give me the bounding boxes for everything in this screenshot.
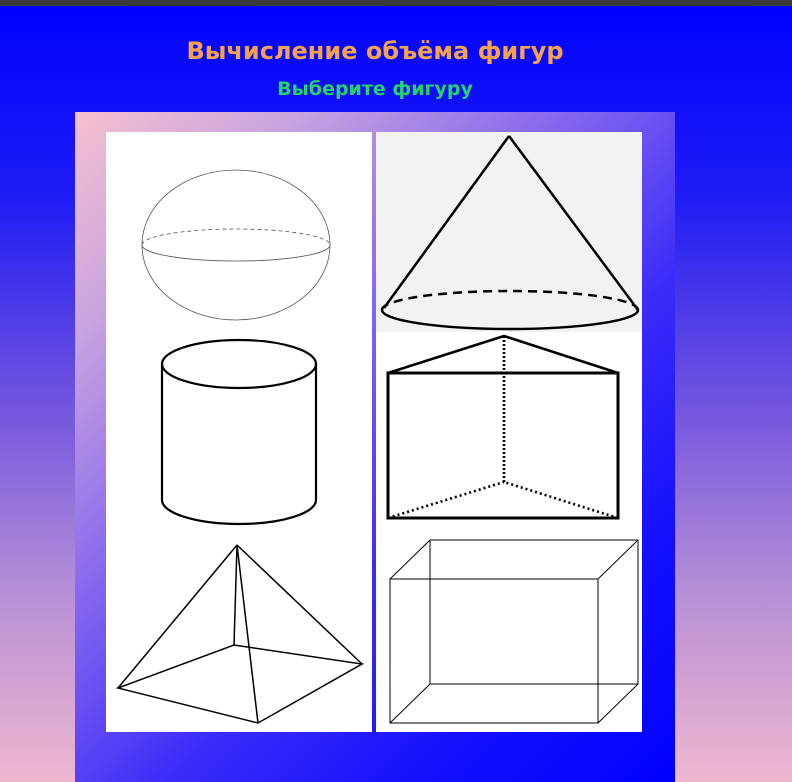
rectangular-box-icon [389,539,639,724]
pyramid-option[interactable] [106,532,372,732]
cylinder-icon [160,338,318,526]
page-subtitle: Выберите фигуру [277,78,473,100]
triangular-prism-option[interactable] [376,332,642,532]
rectangular-box-option[interactable] [376,532,642,732]
cone-option[interactable] [376,132,642,332]
sphere-icon [141,169,331,321]
sphere-option[interactable] [106,132,372,332]
cone-icon [380,135,640,331]
pyramid-icon [115,544,365,724]
page-title: Вычисление объёма фигур [186,37,564,65]
cylinder-option[interactable] [106,332,372,532]
triangular-prism-icon [386,334,620,520]
top-bar [0,0,792,6]
